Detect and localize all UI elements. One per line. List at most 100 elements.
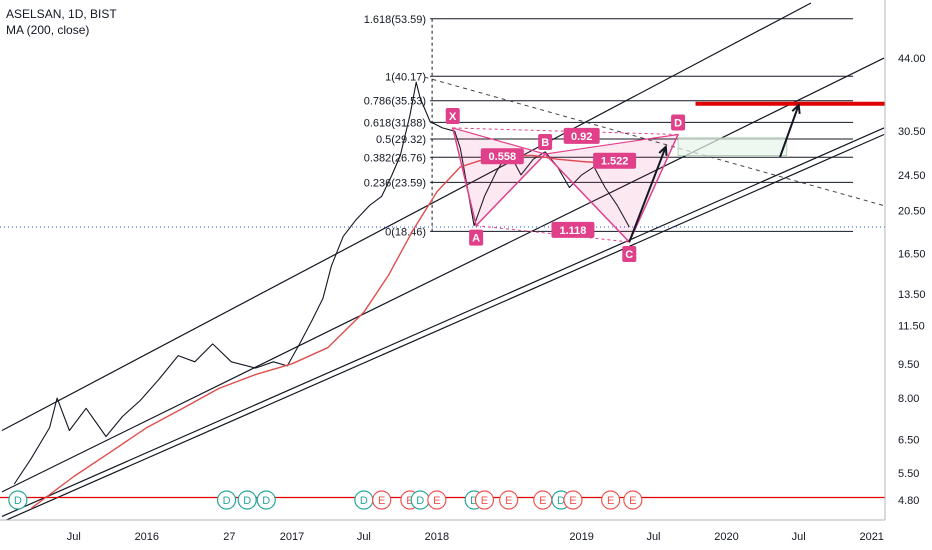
- dividend-marker: [216, 490, 237, 510]
- event-label: E: [481, 495, 488, 507]
- time-tick-label: Jul: [792, 531, 806, 543]
- channel-line: [1, 133, 885, 523]
- pattern-point-label: B: [541, 137, 549, 149]
- event-label: D: [557, 495, 565, 507]
- time-axis-background: [0, 520, 932, 550]
- earnings-marker: [563, 490, 583, 510]
- price-tick-label: 8.00: [898, 393, 919, 405]
- projection-arrow-head: [791, 102, 801, 114]
- pattern-point-marker: [671, 114, 686, 131]
- channel-line: [1, 127, 885, 517]
- dividend-marker: [237, 490, 257, 510]
- pattern-path: [452, 127, 679, 244]
- fib-level-label: 0.236(23.59): [364, 177, 426, 189]
- fib-level-label: 1(40.17): [385, 71, 426, 83]
- event-label: E: [406, 495, 413, 507]
- event-label: D: [416, 495, 424, 507]
- pattern-ratio-label: 0.558: [489, 151, 517, 163]
- price-tick-label: 13.50: [898, 289, 926, 301]
- time-tick-label: 2017: [280, 531, 304, 543]
- event-label: D: [223, 495, 231, 507]
- earnings-marker: [499, 490, 519, 510]
- pattern-ratio-label: 1.118: [559, 225, 586, 237]
- time-tick-label: 2019: [569, 531, 593, 543]
- pattern-ratio-marker: [593, 152, 637, 169]
- event-label: E: [505, 495, 512, 507]
- indicator-title: MA (200, close): [6, 23, 90, 37]
- trend-channels: [1, 2, 885, 523]
- price-tick-label: 30.50: [898, 126, 926, 138]
- price-line: [13, 81, 630, 485]
- pattern-xd: [452, 127, 679, 135]
- pattern-ratio-marker: [480, 148, 524, 165]
- harmonic-pattern: X A B C D 0.558 0.92 1.118 1.522: [445, 107, 686, 262]
- price-tick-label: 44.00: [898, 53, 926, 65]
- event-label: D: [262, 495, 270, 507]
- event-label: E: [607, 495, 614, 507]
- projection-arrow-head: [658, 144, 668, 156]
- event-label: D: [14, 495, 22, 507]
- symbol-title: ASELSAN, 1D, BIST: [6, 7, 117, 21]
- earnings-marker: [601, 490, 621, 510]
- pattern-point-marker: [622, 245, 637, 262]
- event-label: D: [470, 495, 478, 507]
- time-tick-label: 2018: [425, 531, 449, 543]
- earnings-marker: [623, 490, 643, 510]
- earnings-marker: [474, 490, 495, 510]
- pattern-point-marker: [445, 107, 460, 124]
- price-tick-label: 16.50: [898, 249, 926, 261]
- price-tick-label: 4.80: [898, 495, 919, 507]
- earnings-marker: [427, 490, 447, 510]
- channel-line: [1, 57, 885, 493]
- projection-arrow-shaft: [628, 146, 667, 243]
- time-tick-label: 2016: [135, 531, 159, 543]
- fib-level-label: 0.382(26.76): [364, 152, 426, 164]
- projection-arrows: [628, 102, 801, 243]
- projection-arrow-shaft: [779, 104, 800, 158]
- fib-level-label: 0.618(31.88): [364, 117, 426, 129]
- fib-level-label: 0.5(29.32): [376, 134, 426, 146]
- fib-level-label: 1.618(53.59): [364, 14, 426, 26]
- pattern-ratio-label: 1.522: [601, 156, 629, 168]
- time-tick-label: Jul: [357, 531, 371, 543]
- earnings-marker: [372, 490, 392, 510]
- price-tick-label: 9.50: [898, 359, 919, 371]
- event-label: D: [243, 495, 251, 507]
- price-tick-label: 6.50: [898, 435, 919, 447]
- pattern-point-label: X: [449, 111, 457, 123]
- channel-line: [1, 2, 812, 432]
- pattern-ac: [476, 225, 630, 243]
- time-tick-label: 2020: [714, 531, 738, 543]
- pattern-point-label: D: [674, 117, 682, 129]
- chart-legend: ASELSAN, 1D, BIST MA (200, close): [6, 6, 117, 38]
- pattern-point-label: A: [472, 233, 480, 245]
- pattern-ratio-marker: [563, 127, 600, 144]
- pattern-ratio-marker: [551, 221, 595, 238]
- event-label: E: [539, 495, 546, 507]
- event-label: E: [433, 495, 440, 507]
- price-tick-label: 24.50: [898, 170, 926, 182]
- price-tick-label: 11.50: [898, 321, 925, 333]
- fib-level-label: 0.786(35.53): [364, 96, 426, 108]
- fib-level-label: 0(18.46): [385, 226, 426, 238]
- projection-box: [677, 137, 788, 156]
- dividend-marker: [8, 490, 28, 510]
- event-label: E: [629, 495, 636, 507]
- time-tick-label: Jul: [646, 531, 660, 543]
- dividend-marker: [256, 490, 276, 510]
- price-tick-label: 5.50: [898, 468, 919, 480]
- price-tick-label: 20.50: [898, 205, 926, 217]
- event-label: D: [360, 495, 368, 507]
- pattern-ratio-label: 0.92: [571, 131, 592, 143]
- time-tick-label: 27: [223, 531, 235, 543]
- pattern-point-marker: [469, 229, 484, 246]
- time-tick-label: Jul: [67, 531, 81, 543]
- event-label: E: [378, 495, 385, 507]
- event-label: E: [569, 495, 576, 507]
- pattern-point-label: C: [625, 249, 633, 261]
